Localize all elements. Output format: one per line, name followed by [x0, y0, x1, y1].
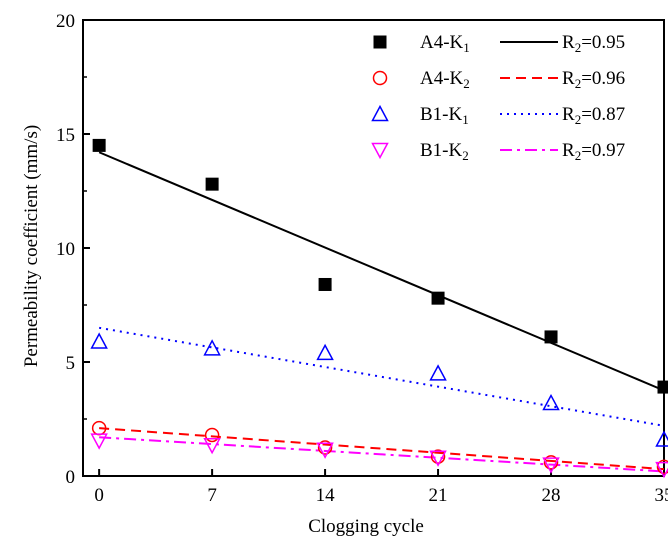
data-point [656, 459, 668, 475]
data-point [429, 450, 447, 467]
legend-r2-subscript: 2 [575, 76, 582, 91]
legend-marker [371, 142, 389, 160]
legend-label: B1-K [420, 140, 463, 161]
legend-label: B1-K [420, 104, 463, 125]
x-tick-label: 21 [429, 485, 448, 506]
data-point [431, 291, 445, 305]
legend-r2-subscript: 2 [575, 148, 582, 163]
legend-label: A4-K [420, 68, 464, 89]
data-point [429, 364, 447, 381]
legend-r2-value: =0.95 [581, 32, 625, 53]
data-point [203, 339, 221, 356]
data-point [542, 457, 560, 474]
x-tick-label: 0 [94, 485, 104, 506]
data-points [90, 138, 668, 479]
x-tick-label: 35 [655, 485, 668, 506]
data-point [655, 430, 668, 447]
data-point [90, 332, 108, 349]
y-tick-label: 15 [56, 125, 75, 146]
data-point [543, 455, 559, 470]
legend-label: A4-K [420, 32, 464, 53]
x-tick-label: 14 [316, 485, 336, 506]
fit-line [98, 151, 665, 392]
legend-r2-value: =0.96 [581, 68, 625, 89]
y-tick-label: 10 [56, 239, 75, 260]
data-point [430, 449, 446, 464]
data-point [317, 440, 333, 455]
data-point [316, 343, 334, 361]
legend-r2: R [562, 32, 575, 53]
y-tick-label: 0 [66, 467, 76, 488]
y-axis-title: Permeability coefficient (mm/s) [21, 125, 42, 367]
data-point [542, 393, 560, 411]
legend-r2-value: =0.87 [581, 104, 625, 125]
x-axis-title: Clogging cycle [308, 516, 424, 537]
data-point [205, 177, 219, 191]
data-point [204, 427, 220, 443]
legend-r2-subscript: 2 [575, 112, 582, 127]
fit-line [99, 427, 665, 471]
legend-r2: R [562, 104, 575, 125]
data-point [92, 138, 106, 152]
fit-line [98, 326, 665, 427]
x-tick-label: 28 [542, 485, 561, 506]
legend-r2: R [562, 140, 575, 161]
x-tick-label: 7 [207, 485, 217, 506]
data-point [203, 437, 221, 455]
legend-marker [373, 35, 387, 49]
legend-r2: R [562, 68, 575, 89]
legend-r2-subscript: 2 [575, 40, 582, 55]
legend-label-subscript: 1 [462, 112, 469, 127]
legend-marker [371, 104, 389, 122]
legend-label-subscript: 1 [463, 40, 470, 55]
legend-marker [372, 70, 388, 86]
y-tick-label: 20 [56, 11, 75, 32]
axes: 071421283505101520 [56, 11, 668, 506]
data-point [90, 433, 108, 450]
legend-label-subscript: 2 [462, 148, 469, 163]
data-point [657, 380, 668, 394]
legend-r2-value: =0.97 [581, 140, 625, 161]
data-point [318, 277, 332, 291]
fit-line [99, 436, 665, 473]
data-point [316, 442, 334, 459]
legend-label-subscript: 2 [463, 76, 470, 91]
fit-lines [98, 151, 665, 473]
data-point [544, 330, 558, 344]
y-tick-label: 5 [66, 353, 76, 374]
